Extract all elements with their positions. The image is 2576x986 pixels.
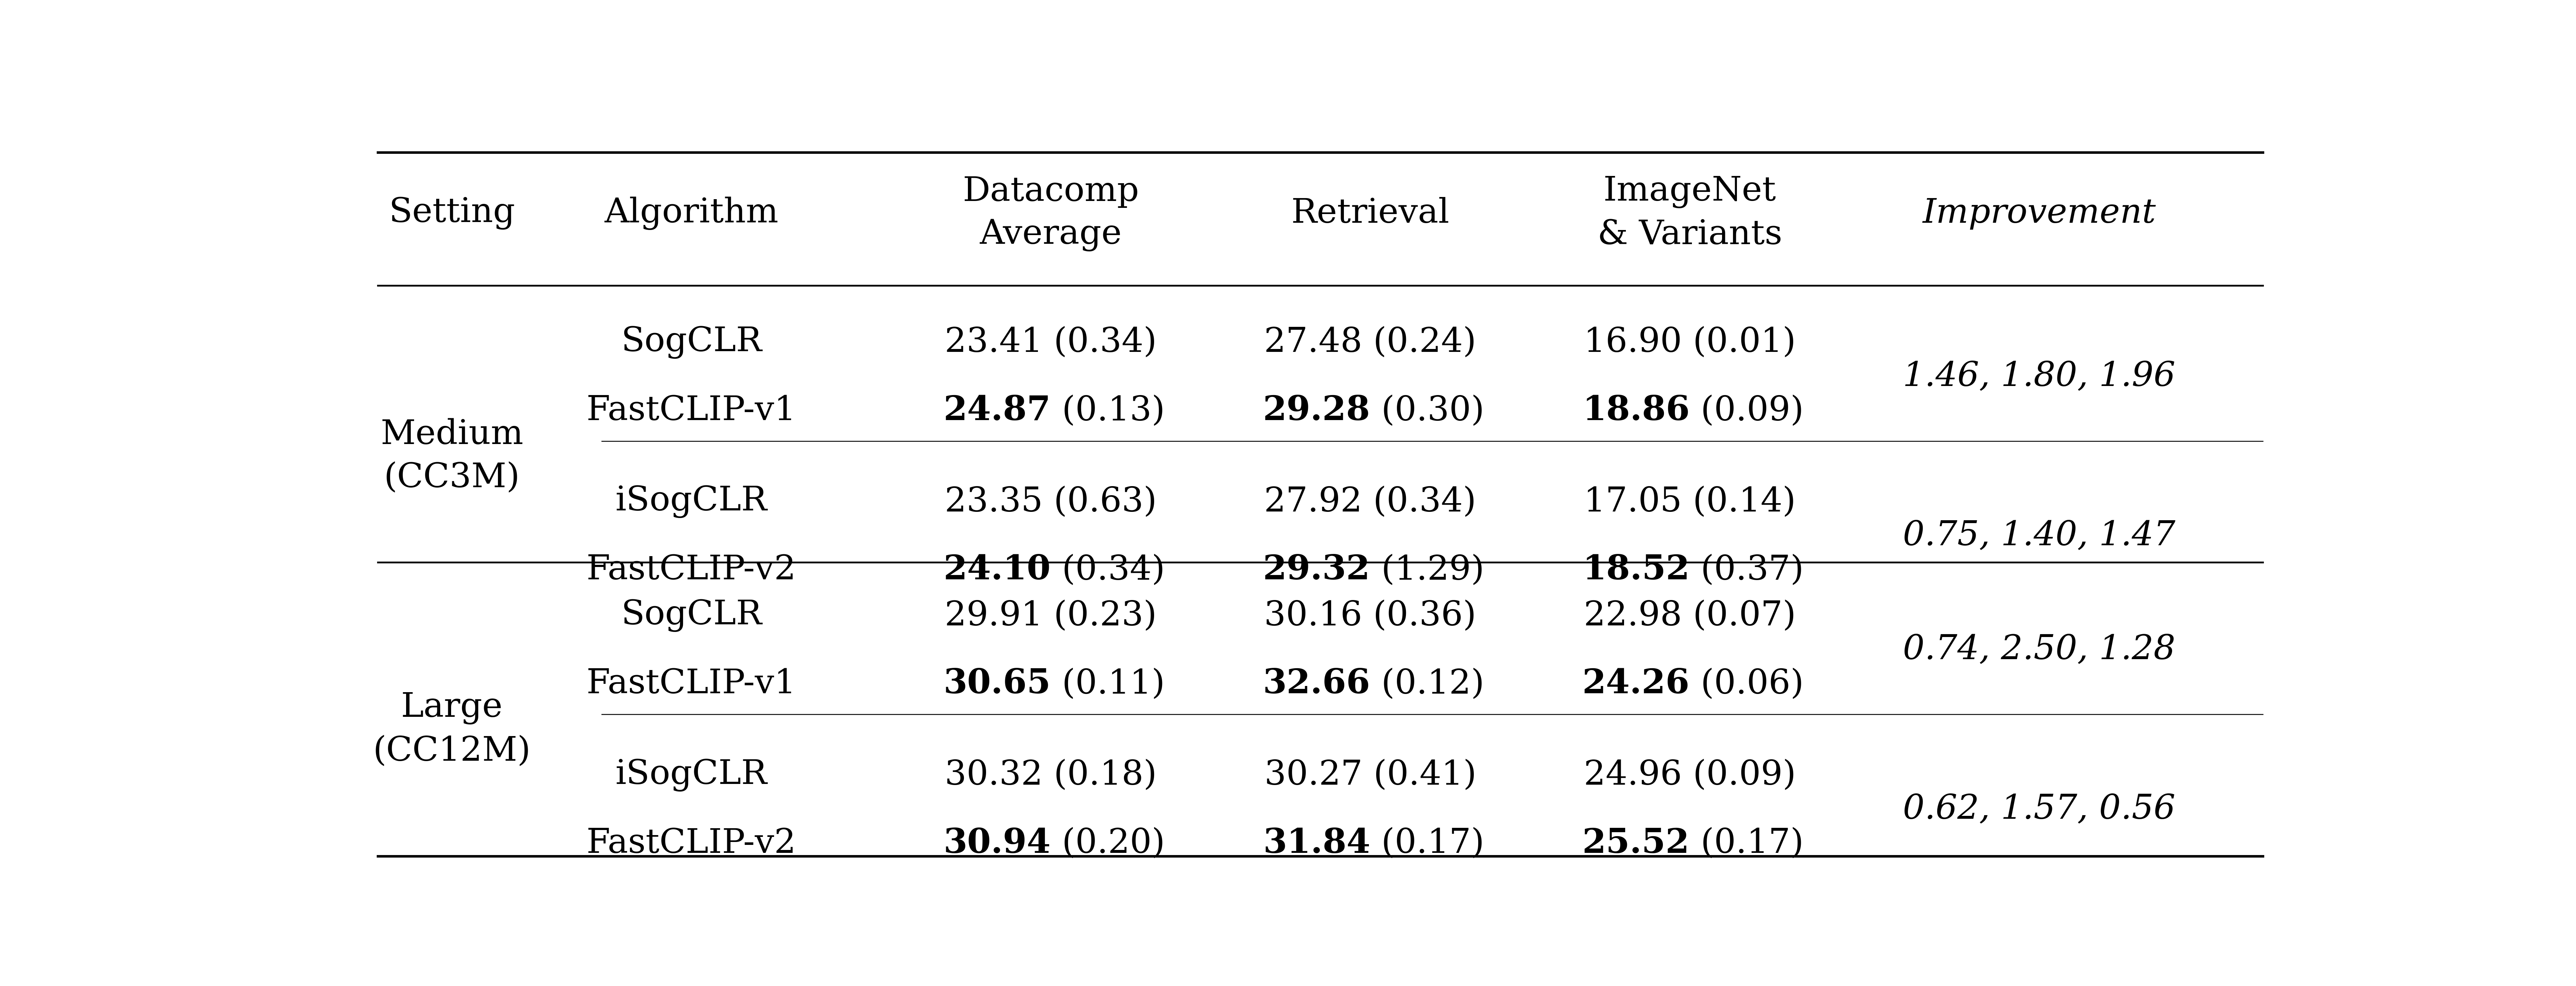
Text: 24.96 (0.09): 24.96 (0.09)	[1584, 758, 1795, 792]
Text: (0.11): (0.11)	[1051, 668, 1164, 700]
Text: 31.84: 31.84	[1262, 827, 1370, 860]
Text: 23.35 (0.63): 23.35 (0.63)	[945, 485, 1157, 518]
Text: Medium
(CC3M): Medium (CC3M)	[381, 418, 523, 494]
Text: 24.26: 24.26	[1582, 668, 1690, 700]
Text: 18.86: 18.86	[1582, 394, 1690, 427]
Text: Improvement: Improvement	[1922, 197, 2156, 230]
Text: iSogCLR: iSogCLR	[616, 758, 768, 792]
Text: Retrieval: Retrieval	[1291, 197, 1450, 230]
Text: 0.74, 2.50, 1.28: 0.74, 2.50, 1.28	[1904, 633, 2174, 667]
Text: 30.65: 30.65	[943, 668, 1051, 700]
Text: (0.09): (0.09)	[1690, 394, 1803, 427]
Text: 32.66: 32.66	[1262, 668, 1370, 700]
Text: 22.98 (0.07): 22.98 (0.07)	[1584, 599, 1795, 632]
Text: (0.06): (0.06)	[1690, 668, 1803, 700]
Text: (0.30): (0.30)	[1370, 394, 1484, 427]
Text: (0.17): (0.17)	[1690, 827, 1803, 860]
Text: Datacomp
Average: Datacomp Average	[963, 176, 1139, 251]
Text: FastCLIP-v1: FastCLIP-v1	[587, 668, 796, 700]
Text: 17.05 (0.14): 17.05 (0.14)	[1584, 485, 1795, 518]
Text: Algorithm: Algorithm	[605, 196, 778, 230]
Text: 18.52: 18.52	[1582, 554, 1690, 587]
Text: Large
(CC12M): Large (CC12M)	[374, 692, 531, 767]
Text: (0.12): (0.12)	[1370, 668, 1484, 700]
Text: 25.52: 25.52	[1582, 827, 1690, 860]
Text: 1.46, 1.80, 1.96: 1.46, 1.80, 1.96	[1904, 360, 2174, 392]
Text: (0.34): (0.34)	[1051, 554, 1164, 587]
Text: SogCLR: SogCLR	[621, 325, 762, 359]
Text: 23.41 (0.34): 23.41 (0.34)	[945, 326, 1157, 359]
Text: 30.94: 30.94	[943, 827, 1051, 860]
Text: 27.48 (0.24): 27.48 (0.24)	[1265, 326, 1476, 359]
Text: FastCLIP-v2: FastCLIP-v2	[587, 827, 796, 860]
Text: 24.10: 24.10	[943, 554, 1051, 587]
Text: 24.87: 24.87	[943, 394, 1051, 427]
Text: 0.75, 1.40, 1.47: 0.75, 1.40, 1.47	[1904, 520, 2174, 552]
Text: 0.62, 1.57, 0.56: 0.62, 1.57, 0.56	[1904, 793, 2174, 825]
Text: (1.29): (1.29)	[1370, 554, 1484, 587]
Text: 30.16 (0.36): 30.16 (0.36)	[1265, 599, 1476, 632]
Text: 30.32 (0.18): 30.32 (0.18)	[945, 758, 1157, 792]
Text: iSogCLR: iSogCLR	[616, 485, 768, 519]
Text: 30.27 (0.41): 30.27 (0.41)	[1265, 758, 1476, 792]
Text: FastCLIP-v1: FastCLIP-v1	[587, 394, 796, 427]
Text: 29.91 (0.23): 29.91 (0.23)	[945, 599, 1157, 632]
Text: 29.28: 29.28	[1262, 394, 1370, 427]
Text: SogCLR: SogCLR	[621, 599, 762, 632]
Text: Setting: Setting	[389, 197, 515, 230]
Text: (0.20): (0.20)	[1051, 827, 1164, 860]
Text: ImageNet
& Variants: ImageNet & Variants	[1597, 176, 1783, 251]
Text: (0.37): (0.37)	[1690, 554, 1803, 587]
Text: (0.17): (0.17)	[1370, 827, 1484, 860]
Text: 16.90 (0.01): 16.90 (0.01)	[1584, 326, 1795, 359]
Text: 29.32: 29.32	[1262, 554, 1370, 587]
Text: 27.92 (0.34): 27.92 (0.34)	[1265, 485, 1476, 518]
Text: FastCLIP-v2: FastCLIP-v2	[587, 554, 796, 587]
Text: (0.13): (0.13)	[1051, 394, 1164, 427]
